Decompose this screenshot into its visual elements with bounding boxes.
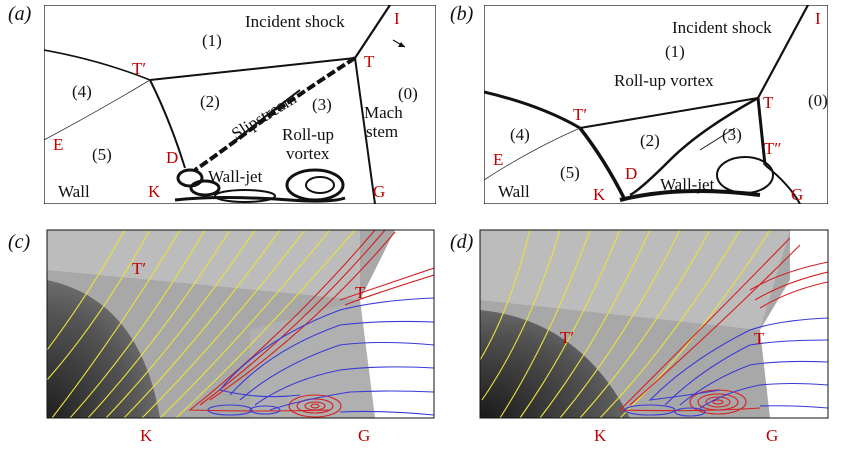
slipstream-line-b [629,96,759,197]
label-K-b: K [593,185,606,204]
label-K-c: K [140,426,153,445]
label-region5-a: (5) [92,145,112,164]
label-walljet-a: Wall-jet [208,167,263,186]
panel-label-c: (c) [8,231,31,253]
panel-label-a: (a) [8,3,32,25]
label-region0-b: (0) [808,91,828,110]
label-T-d: T [754,329,765,348]
panel-d-labels: T′ T K G [560,328,778,445]
curved-shock [149,79,186,169]
label-E-b: E [493,150,503,169]
yellow-streamlines-c [47,230,356,418]
vortex-pointer-b [699,127,736,151]
label-E-a: E [53,135,63,154]
label-rollup-2-a: vortex [286,144,330,163]
blue-streamlines-c [207,297,434,416]
label-mach-2-a: stem [366,122,398,141]
label-Tdoubleprime-b: T″ [764,139,781,158]
label-region4-a: (4) [72,82,92,101]
label-rollup-1-a: Roll-up [282,125,334,144]
label-mach-1-a: Mach [364,103,403,122]
mach-stem-line [354,57,376,204]
walljet-blob-2 [189,179,221,197]
label-I-b: I [815,9,821,28]
label-region3-b: (3) [722,125,742,144]
red-streamlines-d [618,237,828,415]
panel-b-schlieren [484,5,828,204]
thin-contact-line-b [484,127,581,181]
mach-stem-lower-b [764,164,801,204]
label-region2-a: (2) [200,92,220,111]
panel-d-frame [479,229,829,419]
label-region2-b: (2) [640,131,660,150]
label-region4-b: (4) [510,125,530,144]
incident-shock-line [354,5,391,59]
white-region-c [360,230,434,418]
label-G-a: G [373,182,385,201]
label-D-b: D [625,164,637,183]
upper-left-shock-b [484,90,581,130]
reflected-shock-line-b [579,97,759,129]
slipstream-line [193,56,357,172]
wall-jet-base [174,196,346,203]
label-incident-shock-a: Incident shock [245,12,345,31]
dark-expansion-region-c [47,280,160,418]
label-D-a: D [166,148,178,167]
label-Tprime-c: T′ [132,259,146,278]
region-upper-d [480,230,790,330]
label-region1-a: (1) [202,31,222,50]
reflected-shock-line [149,57,356,81]
panel-label-b: (b) [450,3,474,25]
label-wall-a: Wall [58,182,90,201]
label-G-c: G [358,426,370,445]
rollup-vortex-core [305,176,335,194]
white-region-d [760,230,828,418]
label-T-c: T [355,283,366,302]
label-incident-shock-b: Incident shock [672,18,772,37]
panel-a-schlieren [44,5,436,204]
label-Tprime-a: T′ [132,59,146,78]
panel-d-streamlines [480,230,828,418]
region-upper-c [47,230,360,300]
label-region3-a: (3) [312,95,332,114]
label-Tprime-b: T′ [573,105,587,124]
wall-jet-base-b [619,189,761,202]
blue-streamlines-d [624,317,828,417]
label-region0-a: (0) [398,84,418,103]
incident-shock-line-b [757,5,809,99]
label-G-d: G [766,426,778,445]
curved-shock-b [578,126,627,201]
panel-c-frame [46,229,435,419]
panel-c-streamlines [47,230,434,418]
label-walljet-b: Wall-jet [660,175,715,194]
label-T-a: T [364,52,375,71]
label-region5-b: (5) [560,163,580,182]
label-T-b: T [763,93,774,112]
panel-b-labels: Incident shock I T T′ T″ E D K G (1) (2)… [493,9,828,204]
label-I-a: I [394,9,400,28]
label-K-d: K [594,426,607,445]
slipstream-shade [229,89,301,146]
label-wall-b: Wall [498,182,530,201]
label-rollup-b: Roll-up vortex [614,71,714,90]
label-G-b: G [791,185,803,204]
label-Tprime-d: T′ [560,328,574,347]
panel-label-d: (d) [450,231,474,253]
thin-contact-line [44,79,151,141]
upper-left-shock [44,49,151,81]
mach-stem-line-b [756,97,767,166]
label-region1-b: (1) [665,42,685,61]
panel-c-labels: T′ T K G [132,259,370,445]
label-K-a: K [148,182,161,201]
walljet-blob-3 [214,189,276,203]
